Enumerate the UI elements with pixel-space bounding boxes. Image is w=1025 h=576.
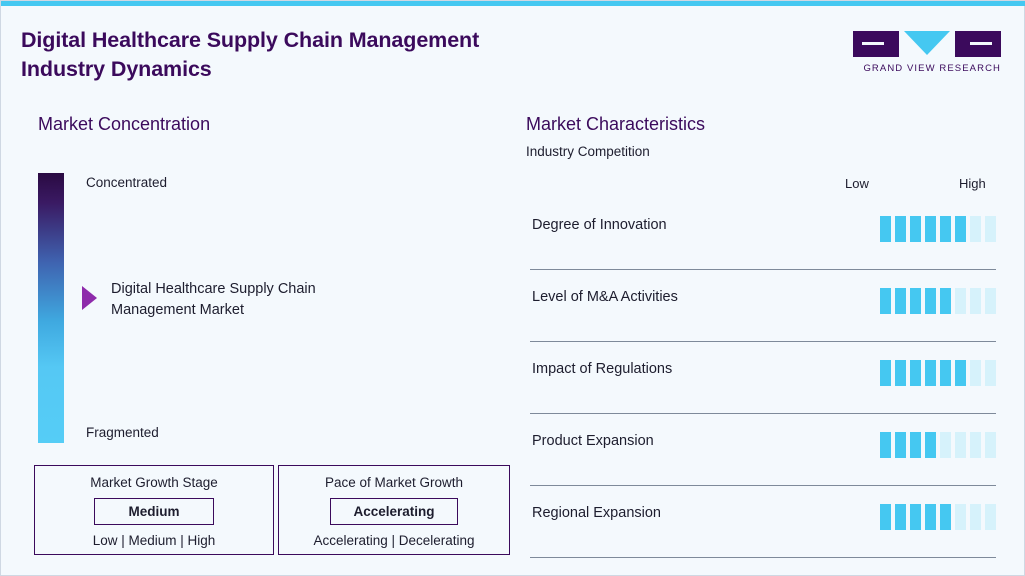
logo-wordmark: GRAND VIEW RESEARCH (863, 63, 1001, 74)
market-characteristics-subheading: Industry Competition (526, 144, 650, 159)
rating-segment-filled (895, 504, 906, 530)
rating-segment-filled (895, 360, 906, 386)
characteristic-label: Regional Expansion (532, 505, 661, 521)
concentration-gradient-bar (38, 173, 64, 443)
rating-segment-empty (985, 504, 996, 530)
characteristic-label: Product Expansion (532, 433, 654, 449)
pace-of-market-growth-title: Pace of Market Growth (324, 475, 464, 490)
concentration-pointer-icon (82, 286, 97, 310)
accent-top-bar (1, 1, 1025, 6)
rating-segment-filled (925, 288, 936, 314)
logo-marks (853, 31, 1001, 57)
market-growth-stage-value: Medium (94, 498, 214, 525)
rating-segment-filled (940, 216, 951, 242)
characteristic-rating-bars (880, 504, 996, 530)
rating-segment-filled (940, 504, 951, 530)
rating-segment-filled (910, 216, 921, 242)
market-characteristics-heading: Market Characteristics (526, 114, 706, 134)
rating-segment-filled (925, 216, 936, 242)
rating-segment-empty (970, 360, 981, 386)
rating-segment-filled (880, 504, 891, 530)
concentration-market-label: Digital Healthcare Supply Chain Manageme… (111, 281, 316, 318)
pace-of-market-growth-value: Accelerating (330, 498, 458, 525)
rating-segment-empty (985, 288, 996, 314)
rating-segment-empty (985, 432, 996, 458)
rating-segment-empty (955, 432, 966, 458)
rating-segment-empty (970, 216, 981, 242)
rating-segment-empty (970, 288, 981, 314)
rating-segment-filled (925, 504, 936, 530)
brand-logo: GRAND VIEW RESEARCH (853, 31, 1001, 81)
header: Digital Healthcare Supply Chain Manageme… (1, 6, 1025, 91)
market-concentration-heading: Market Concentration (38, 114, 211, 134)
rating-segment-filled (880, 432, 891, 458)
characteristic-row: Regional Expansion (530, 486, 996, 558)
rating-segment-empty (985, 216, 996, 242)
rating-segment-empty (970, 432, 981, 458)
logo-mark-triangle-icon (904, 31, 950, 57)
rating-segment-filled (955, 360, 966, 386)
rating-segment-filled (910, 432, 921, 458)
rating-segment-filled (895, 432, 906, 458)
characteristic-rating-bars (880, 288, 996, 314)
pace-of-market-growth-options: Accelerating | Decelerating (313, 533, 475, 548)
characteristic-row: Degree of Innovation (530, 198, 996, 270)
characteristic-row: Impact of Regulations (530, 342, 996, 414)
pace-of-market-growth-box: Pace of Market Growth Accelerating Accel… (278, 465, 510, 555)
market-growth-stage-title: Market Growth Stage (90, 475, 218, 490)
rating-segment-filled (910, 504, 921, 530)
market-growth-stage-options: Low | Medium | High (92, 533, 216, 548)
logo-mark-right-icon (955, 31, 1001, 57)
rating-segment-empty (985, 360, 996, 386)
logo-mark-left-icon (853, 31, 899, 57)
rating-segment-filled (940, 360, 951, 386)
page-title: Digital Healthcare Supply Chain Manageme… (21, 28, 480, 81)
rating-segment-filled (880, 216, 891, 242)
characteristics-list: Degree of Innovation Level of M&A Activit… (530, 198, 996, 558)
rating-segment-filled (895, 216, 906, 242)
rating-segment-empty (970, 504, 981, 530)
rating-segment-filled (910, 288, 921, 314)
rating-segment-filled (895, 288, 906, 314)
scale-label-low: Low (845, 176, 869, 191)
characteristic-rating-bars (880, 360, 996, 386)
rating-segment-filled (880, 288, 891, 314)
scale-label-high: High (959, 176, 986, 191)
rating-segment-empty (940, 432, 951, 458)
concentration-bottom-label: Fragmented (86, 425, 159, 440)
triangle-icon (904, 31, 950, 55)
characteristic-rating-bars (880, 216, 996, 242)
rating-segment-filled (880, 360, 891, 386)
market-growth-stage-box: Market Growth Stage Medium Low | Medium … (34, 465, 274, 555)
rating-segment-filled (955, 216, 966, 242)
characteristic-label: Degree of Innovation (532, 217, 667, 233)
rating-segment-filled (910, 360, 921, 386)
characteristic-rating-bars (880, 432, 996, 458)
rating-segment-empty (955, 288, 966, 314)
characteristic-label: Impact of Regulations (532, 361, 673, 377)
characteristic-label: Level of M&A Activities (532, 289, 678, 305)
rating-segment-empty (955, 504, 966, 530)
characteristic-row: Product Expansion (530, 414, 996, 486)
rating-segment-filled (925, 360, 936, 386)
concentration-top-label: Concentrated (86, 175, 168, 190)
rating-segment-filled (925, 432, 936, 458)
rating-segment-filled (940, 288, 951, 314)
characteristic-row: Level of M&A Activities (530, 270, 996, 342)
